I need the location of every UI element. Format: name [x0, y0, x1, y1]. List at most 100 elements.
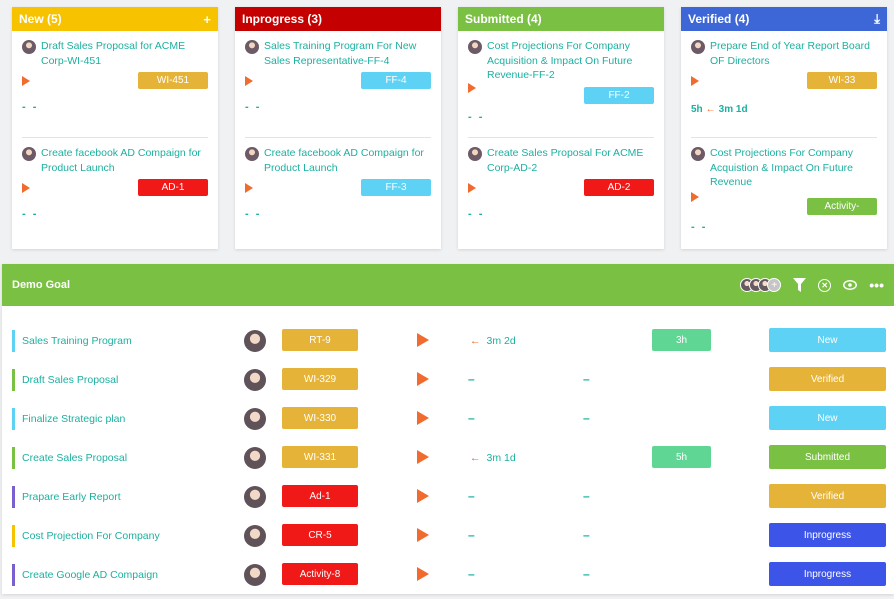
task-title[interactable]: Draft Sales Proposal [22, 374, 119, 386]
play-icon[interactable] [468, 183, 476, 193]
play-icon[interactable] [468, 83, 476, 93]
close-icon[interactable]: ✕ [818, 278, 832, 292]
status-badge[interactable]: Inprogress [769, 523, 886, 547]
assignee-avatar[interactable] [244, 447, 266, 469]
task-tag[interactable]: Activity- [807, 198, 877, 215]
task-tag[interactable]: WI-331 [282, 446, 358, 468]
status-badge[interactable]: New [769, 328, 886, 352]
column-title: Inprogress (3) [242, 12, 323, 26]
task-tag[interactable]: Activity-8 [282, 563, 358, 585]
status-badge[interactable]: Verified [769, 367, 886, 391]
goal-task-row[interactable]: Sales Training Program RT-9 ← 3m 2d 3h Ne… [12, 328, 892, 354]
card-title[interactable]: Draft Sales Proposal for ACME Corp-WI-45… [41, 40, 186, 67]
task-tag[interactable]: Ad-1 [282, 485, 358, 507]
play-icon[interactable] [691, 76, 699, 86]
card-title[interactable]: Create facebook AD Compaign for Product … [41, 147, 201, 174]
task-tag[interactable]: WI-33 [807, 72, 877, 89]
play-icon[interactable] [417, 411, 429, 425]
card-title[interactable]: Create facebook AD Compaign for Product … [264, 147, 424, 174]
time-estimate: ← 3m 2d [470, 335, 516, 347]
play-icon[interactable] [417, 333, 429, 347]
task-title[interactable]: Sales Training Program [22, 335, 132, 347]
card-footer: - - [468, 208, 485, 220]
play-icon[interactable] [245, 76, 253, 86]
task-tag[interactable]: FF-2 [584, 87, 654, 104]
more-icon[interactable]: ••• [869, 277, 884, 293]
card-title[interactable]: Create Sales Proposal For ACME Corp-AD-2 [487, 147, 644, 174]
empty-spent: – [583, 528, 590, 542]
card-title[interactable]: Cost Projections For Company Acquisition… [487, 40, 633, 81]
play-icon[interactable] [417, 372, 429, 386]
filter-icon[interactable] [793, 278, 807, 292]
play-icon[interactable] [417, 489, 429, 503]
task-tag[interactable]: RT-9 [282, 329, 358, 351]
assignee-avatar[interactable] [244, 486, 266, 508]
task-tag[interactable]: WI-451 [138, 72, 208, 89]
task-title[interactable]: Finalize Strategic plan [22, 413, 126, 425]
column-title: New (5) [19, 12, 62, 26]
task-title[interactable]: Cost Projection For Company [22, 530, 160, 542]
empty-spent: – [583, 567, 590, 581]
card-title[interactable]: Sales Training Program For New Sales Rep… [264, 40, 417, 67]
assignee-avatar[interactable] [244, 525, 266, 547]
assignee-avatar[interactable] [244, 564, 266, 586]
task-tag[interactable]: WI-329 [282, 368, 358, 390]
task-card[interactable]: Create facebook AD Compaign for Product … [22, 137, 208, 243]
task-card[interactable]: Cost Projections For Company Acquisition… [458, 31, 664, 137]
assignee-avatar[interactable] [244, 369, 266, 391]
task-tag[interactable]: CR-5 [282, 524, 358, 546]
goal-task-row[interactable]: Cost Projection For Company CR-5 – – Inpr… [12, 523, 892, 549]
goal-header: Demo Goal + ✕ ••• [2, 264, 894, 306]
goal-task-row[interactable]: Prapare Early Report Ad-1 – – Verified [12, 484, 892, 510]
assignee-avatar[interactable] [244, 408, 266, 430]
column-header[interactable]: New (5) + [12, 7, 218, 31]
goal-task-row[interactable]: Draft Sales Proposal WI-329 – – Verified [12, 367, 892, 393]
task-tag[interactable]: AD-2 [584, 179, 654, 196]
goal-task-row[interactable]: Finalize Strategic plan WI-330 – – New [12, 406, 892, 432]
task-card[interactable]: Create Sales Proposal For ACME Corp-AD-2… [468, 137, 654, 233]
play-icon[interactable] [417, 450, 429, 464]
goal-task-row[interactable]: Create Google AD Compaign Activity-8 – – … [12, 562, 892, 588]
play-icon[interactable] [22, 76, 30, 86]
empty-estimate: – [468, 411, 475, 425]
card-title[interactable]: Prepare End of Year Report Board OF Dire… [710, 40, 870, 67]
time-estimate: ← 3m 1d [470, 452, 516, 464]
status-badge[interactable]: New [769, 406, 886, 430]
play-icon[interactable] [691, 192, 699, 202]
empty-estimate: – [468, 528, 475, 542]
eye-icon[interactable] [843, 280, 858, 290]
task-card[interactable]: Draft Sales Proposal for ACME Corp-WI-45… [12, 31, 218, 137]
task-card[interactable]: Cost Projections For Company Acquistion … [691, 137, 877, 243]
task-tag[interactable]: FF-3 [361, 179, 431, 196]
card-footer: - - [468, 111, 485, 123]
task-card[interactable]: Create facebook AD Compaign for Product … [245, 137, 431, 243]
plus-icon[interactable]: + [203, 11, 211, 27]
task-title[interactable]: Create Google AD Compaign [22, 569, 158, 581]
play-icon[interactable] [417, 567, 429, 581]
play-icon[interactable] [22, 183, 30, 193]
task-card[interactable]: Prepare End of Year Report Board OF Dire… [681, 31, 887, 137]
task-card[interactable]: Sales Training Program For New Sales Rep… [235, 31, 441, 137]
column-header[interactable]: Inprogress (3) [235, 7, 441, 31]
goal-task-row[interactable]: Create Sales Proposal WI-331 ← 3m 1d 5h S… [12, 445, 892, 471]
assignee-avatar[interactable] [244, 330, 266, 352]
task-tag[interactable]: AD-1 [138, 179, 208, 196]
status-badge[interactable]: Inprogress [769, 562, 886, 586]
status-badge[interactable]: Verified [769, 484, 886, 508]
task-title[interactable]: Create Sales Proposal [22, 452, 128, 464]
play-icon[interactable] [245, 183, 253, 193]
task-tag[interactable]: FF-4 [361, 72, 431, 89]
avatar [691, 147, 705, 161]
play-icon[interactable] [417, 528, 429, 542]
card-title[interactable]: Cost Projections For Company Acquistion … [710, 147, 853, 188]
column-header[interactable]: Submitted (4) [458, 7, 664, 31]
goal-title: Demo Goal [12, 279, 71, 291]
task-tag[interactable]: WI-330 [282, 407, 358, 429]
column-header[interactable]: Verified (4) ⤓ [681, 7, 887, 31]
task-title[interactable]: Prapare Early Report [22, 491, 121, 503]
add-member-icon[interactable]: + [767, 278, 782, 292]
column-verified: Verified (4) ⤓ Prepare End of Year Repor… [681, 7, 887, 249]
download-icon[interactable]: ⤓ [874, 11, 880, 26]
member-avatars[interactable]: + [740, 278, 782, 292]
status-badge[interactable]: Submitted [769, 445, 886, 469]
